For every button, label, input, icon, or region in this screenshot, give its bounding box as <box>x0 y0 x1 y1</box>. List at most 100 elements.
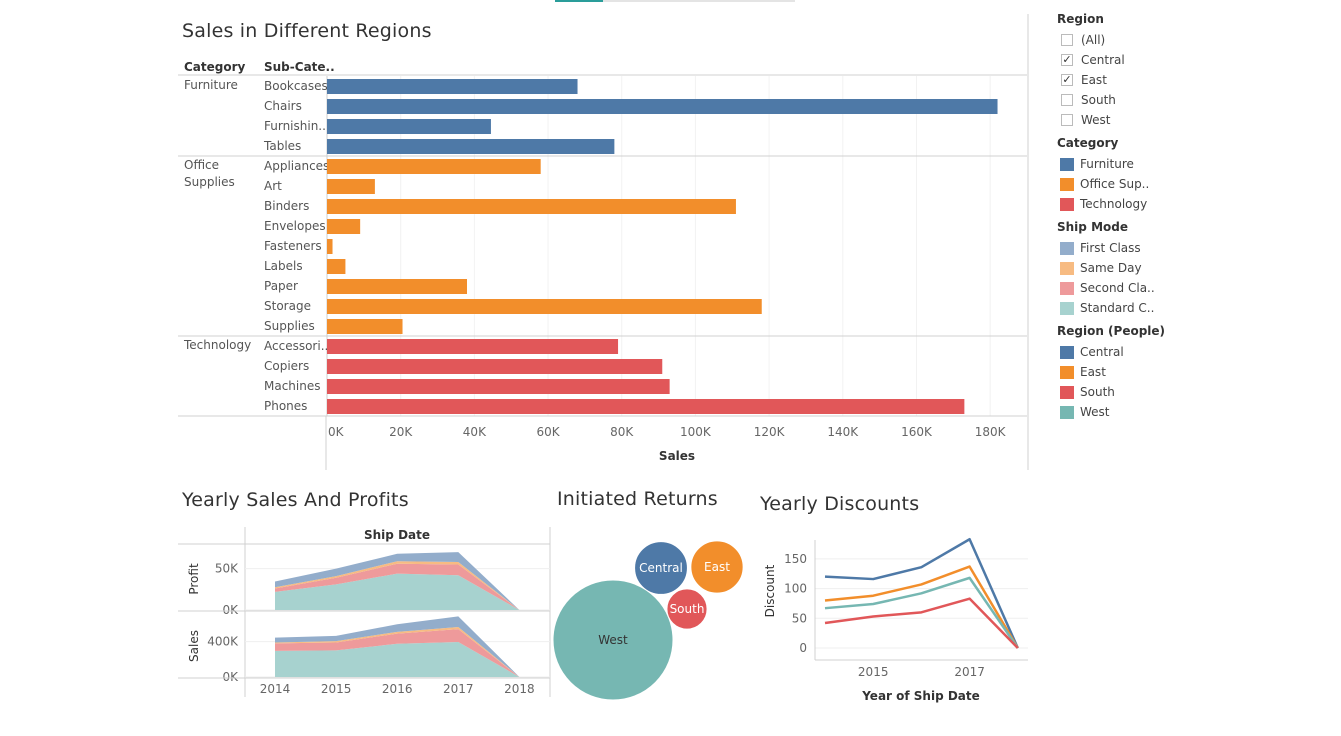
checkbox[interactable] <box>1061 94 1073 106</box>
area-y-tick-label: 0K <box>222 670 239 684</box>
legend-swatch <box>1060 261 1074 275</box>
area-profit-standard-c <box>275 573 520 610</box>
bar-furnishin <box>327 119 491 134</box>
area-x-tick-label: 2017 <box>443 682 474 696</box>
ship-mode-legend-same-day[interactable]: Same Day <box>1057 258 1197 278</box>
legend-swatch <box>1060 405 1074 419</box>
legend-swatch <box>1060 301 1074 315</box>
region-filter-central[interactable]: ✓ Central <box>1057 50 1197 70</box>
region-filter-west[interactable]: West <box>1057 110 1197 130</box>
bar-phones <box>327 399 965 414</box>
legend-label: East <box>1080 365 1106 379</box>
discount-x-tick-label: 2017 <box>954 665 985 679</box>
legend-swatch <box>1060 177 1074 191</box>
subcategory-label: Paper <box>264 279 298 293</box>
legend-panel: Region (All) ✓ Central ✓ East South West Categ… <box>1057 12 1197 428</box>
category-label: Office <box>184 158 219 172</box>
bar-accessori <box>327 339 619 354</box>
discount-line-west <box>824 576 1019 649</box>
region-filter-south[interactable]: South <box>1057 90 1197 110</box>
bubble-label-central: Central <box>639 561 683 575</box>
x-tick-label: 40K <box>463 425 487 439</box>
region-filter-east[interactable]: ✓ East <box>1057 70 1197 90</box>
x-tick-label: 100K <box>680 425 712 439</box>
bar-bookcases <box>327 79 578 94</box>
legend-label: South <box>1080 385 1115 399</box>
region-people-legend-west[interactable]: West <box>1057 402 1197 422</box>
discount-x-axis-title: Year of Ship Date <box>861 689 980 703</box>
bar-copiers <box>327 359 663 374</box>
filter-label: West <box>1081 113 1111 127</box>
legend-label: Second Cla.. <box>1080 281 1155 295</box>
x-tick-label: 180K <box>975 425 1007 439</box>
ship-mode-legend-first-class[interactable]: First Class <box>1057 238 1197 258</box>
subcategory-label: Machines <box>264 379 320 393</box>
checkbox[interactable]: ✓ <box>1061 73 1073 86</box>
legend-swatch <box>1060 241 1074 255</box>
legend-swatch <box>1060 157 1074 171</box>
legend-label: Office Sup.. <box>1080 177 1150 191</box>
x-tick-label: 80K <box>610 425 634 439</box>
legend-label: First Class <box>1080 241 1141 255</box>
region-people-legend-central[interactable]: Central <box>1057 342 1197 362</box>
subcategory-label: Fasteners <box>264 239 322 253</box>
legend-label: West <box>1080 405 1110 419</box>
legend-label: Standard C.. <box>1080 301 1155 315</box>
checkbox[interactable] <box>1061 114 1073 126</box>
discount-line-south <box>824 597 1019 649</box>
bar-binders <box>327 199 736 214</box>
subcategory-column-header: Sub-Cate.. <box>264 60 335 74</box>
bubble-central <box>634 541 688 595</box>
initiated-returns-title: Initiated Returns <box>557 488 718 510</box>
x-tick-label: 160K <box>901 425 933 439</box>
subcategory-label: Supplies <box>264 319 315 333</box>
discount-line-central <box>824 537 1019 649</box>
subcategory-label: Chairs <box>264 99 302 113</box>
bar-supplies <box>327 319 403 334</box>
checkbox[interactable] <box>1061 34 1073 46</box>
x-tick-label: 20K <box>389 425 413 439</box>
category-legend-technology[interactable]: Technology <box>1057 194 1197 214</box>
filter-label: Central <box>1081 53 1125 67</box>
bubble-label-west: West <box>598 633 628 647</box>
sales-regions-title: Sales in Different Regions <box>182 20 432 42</box>
discount-y-axis-title: Discount <box>763 564 777 617</box>
x-tick-label: 120K <box>754 425 786 439</box>
category-column-header: Category <box>184 60 246 74</box>
discount-y-tick-label: 50 <box>792 611 807 625</box>
ship-mode-legend-second-cla[interactable]: Second Cla.. <box>1057 278 1197 298</box>
bar-paper <box>327 279 467 294</box>
bar-tables <box>327 139 615 154</box>
ship-mode-legend-standard-c[interactable]: Standard C.. <box>1057 298 1197 318</box>
area-x-tick-label: 2015 <box>321 682 352 696</box>
region-people-legend-south[interactable]: South <box>1057 382 1197 402</box>
x-tick-label: 140K <box>827 425 859 439</box>
area-profit-second-cla <box>275 563 520 610</box>
region-people-legend-east[interactable]: East <box>1057 362 1197 382</box>
legend-swatch <box>1060 281 1074 295</box>
region-filter-all[interactable]: (All) <box>1057 30 1197 50</box>
legend-swatch <box>1060 365 1074 379</box>
region-filter-title: Region <box>1057 12 1104 26</box>
subcategory-label: Art <box>264 179 282 193</box>
bubble-west <box>552 579 674 701</box>
bar-art <box>327 179 375 194</box>
bubble-south <box>666 588 708 630</box>
category-legend-office-sup[interactable]: Office Sup.. <box>1057 174 1197 194</box>
discount-x-tick-label: 2015 <box>858 665 889 679</box>
checkbox[interactable]: ✓ <box>1061 53 1073 66</box>
ship-mode-legend: Ship Mode First Class Same Day Second Cla.… <box>1057 220 1197 318</box>
x-tick-label: 0K <box>328 425 345 439</box>
bar-storage <box>327 299 762 314</box>
x-tick-label: 60K <box>536 425 560 439</box>
tab-indicator <box>555 0 795 2</box>
area-x-tick-label: 2018 <box>504 682 535 696</box>
category-legend-furniture[interactable]: Furniture <box>1057 154 1197 174</box>
subcategory-label: Binders <box>264 199 309 213</box>
bar-chairs <box>327 99 998 114</box>
area-x-tick-label: 2014 <box>260 682 291 696</box>
bubble-east <box>690 540 744 594</box>
bubble-label-east: East <box>704 560 730 574</box>
area-y-tick-label: 0K <box>222 603 239 617</box>
